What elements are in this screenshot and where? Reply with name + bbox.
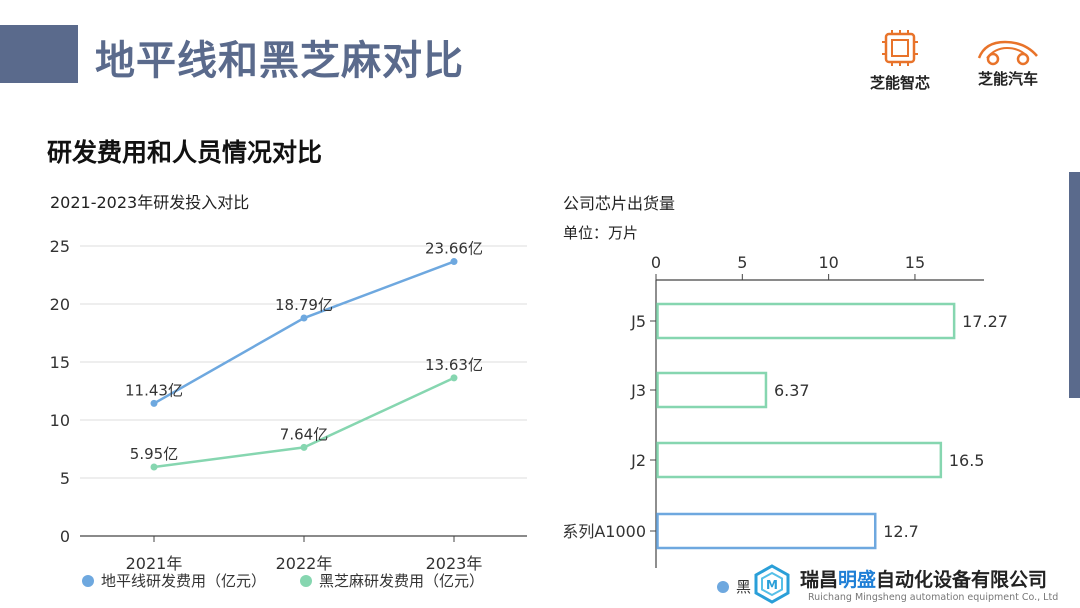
slide-title: 地平线和黑芝麻对比 xyxy=(95,38,464,84)
x-tick-label: 0 xyxy=(651,253,661,272)
legend-marker xyxy=(717,581,729,593)
line-chart-title: 2021-2023年研发投入对比 xyxy=(50,193,250,212)
bar-J3 xyxy=(656,371,768,409)
logo-zhineng-auto: 芝能汽车 xyxy=(968,36,1048,89)
legend-marker xyxy=(300,575,312,587)
y-tick-label: 15 xyxy=(50,353,70,372)
y-tick-label: 系列A1000 xyxy=(562,522,646,541)
data-label: 13.63亿 xyxy=(425,356,483,374)
section-subtitle: 研发费用和人员情况对比 xyxy=(47,138,323,167)
legend-label: 黑芝麻研发费用（亿元） xyxy=(319,572,484,590)
data-point xyxy=(300,314,308,322)
legend-label: 黑 xyxy=(736,578,751,596)
logo-right-caption: 芝能汽车 xyxy=(977,70,1038,88)
bar-chart-unit: 单位：万片 xyxy=(563,224,639,242)
data-point xyxy=(150,463,158,471)
data-point xyxy=(150,399,158,407)
title-accent-block xyxy=(0,25,78,83)
y-tick-label: J2 xyxy=(630,451,646,470)
rd-investment-line-chart: 0 5 10 15 20 25 2021年 2022年 2023年 11.43亿 18.79亿 23.… xyxy=(50,237,527,590)
bar-J2 xyxy=(656,441,943,479)
y-tick-label: J3 xyxy=(630,381,646,400)
data-label: 23.66亿 xyxy=(425,240,483,258)
y-tick-label: 10 xyxy=(50,411,70,430)
y-tick-label: 25 xyxy=(50,237,70,256)
bar-value-label: 12.7 xyxy=(883,522,919,541)
bar-系列A1000 xyxy=(656,512,877,550)
bar-J5 xyxy=(656,302,956,340)
x-tick-label: 2022年 xyxy=(276,554,333,573)
data-label: 7.64亿 xyxy=(280,425,328,443)
chip-logo-icon xyxy=(882,30,918,66)
company-english-name: Ruichang Mingsheng automation equipment … xyxy=(808,592,1059,603)
svg-text:M: M xyxy=(766,578,778,592)
legend-label: 地平线研发费用（亿元） xyxy=(101,572,266,590)
series-line-2 xyxy=(153,376,455,469)
data-point xyxy=(450,258,458,266)
y-tick-label: 0 xyxy=(60,527,70,546)
series-line-1 xyxy=(153,260,455,405)
company-watermark: M 瑞昌明盛自动化设备有限公司 Ruichang Mingsheng autom… xyxy=(752,562,1080,608)
x-tick-label: 10 xyxy=(818,253,838,272)
logo-zhineng-chip: 芝能智芯 xyxy=(856,28,944,93)
bar-value-label: 6.37 xyxy=(774,381,810,400)
right-edge-accent xyxy=(1069,172,1080,398)
bar-value-label: 17.27 xyxy=(962,312,1008,331)
x-tick-label: 2023年 xyxy=(426,554,483,573)
company-name: 瑞昌明盛自动化设备有限公司 xyxy=(800,569,1048,591)
company-logo-icon: M xyxy=(754,564,790,604)
data-label: 11.43亿 xyxy=(125,381,183,399)
car-logo-icon xyxy=(977,40,1038,66)
y-tick-label: J5 xyxy=(630,312,646,331)
y-tick-label: 5 xyxy=(60,469,70,488)
data-point xyxy=(450,374,458,382)
x-tick-label: 5 xyxy=(737,253,747,272)
chip-shipments-bar-chart: 0 5 10 15 J5 17.27 J3 6.37 J2 16.5 系列A1000 12.7 黑 xyxy=(562,253,1008,596)
data-label: 5.95亿 xyxy=(130,445,178,463)
legend-marker xyxy=(82,575,94,587)
bar-value-label: 16.5 xyxy=(949,451,985,470)
logo-left-caption: 芝能智芯 xyxy=(869,74,930,92)
x-tick-label: 15 xyxy=(905,253,925,272)
x-tick-label: 2021年 xyxy=(126,554,183,573)
data-label: 18.79亿 xyxy=(275,296,333,314)
data-point xyxy=(300,443,308,451)
y-tick-label: 20 xyxy=(50,295,70,314)
bar-chart-title: 公司芯片出货量 xyxy=(563,194,676,213)
